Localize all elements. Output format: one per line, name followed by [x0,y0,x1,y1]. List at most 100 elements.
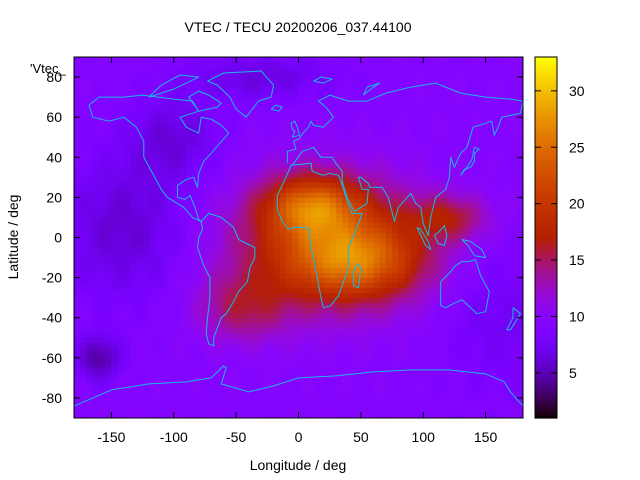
heatmap-cell [192,192,200,198]
heatmap-cell [242,372,250,379]
heatmap-cell [385,312,393,319]
heatmap-cell [204,107,212,113]
heatmap-cell [498,352,505,359]
heatmap-cell [217,307,225,314]
heatmap-cell [329,212,337,218]
heatmap-cell [161,92,168,98]
heatmap-cell [180,77,187,83]
heatmap-cell [192,312,200,319]
heatmap-cell [435,227,443,233]
heatmap-cell [86,377,94,384]
heatmap-cell [323,407,331,414]
heatmap-cell [192,407,200,414]
heatmap-cell [286,207,293,213]
heatmap-cell [410,347,418,354]
heatmap-cell [161,242,168,248]
heatmap-cell [460,102,468,108]
heatmap-cell [329,272,337,279]
heatmap-cell [286,287,293,294]
heatmap-cell [204,147,212,153]
heatmap-cell [485,257,493,263]
heatmap-cell [473,212,480,218]
heatmap-cell [466,87,474,93]
heatmap-cell [392,377,399,384]
heatmap-cell [373,182,380,188]
heatmap-cell [466,212,474,218]
heatmap-cell [98,142,106,148]
heatmap-cell [267,392,274,399]
heatmap-cell [236,197,243,203]
heatmap-cell [204,362,212,369]
heatmap-cell [229,402,237,409]
heatmap-cell [155,142,162,148]
heatmap-cell [398,407,405,414]
heatmap-cell [167,267,175,273]
heatmap-cell [310,237,318,243]
heatmap-cell [310,172,318,178]
heatmap-cell [117,82,125,88]
heatmap-cell [460,302,468,309]
heatmap-cell [354,407,362,414]
heatmap-cell [192,232,200,238]
heatmap-cell [329,367,337,374]
heatmap-cell [454,397,462,404]
heatmap-cell [410,97,418,103]
heatmap-cell [304,227,312,233]
heatmap-cell [130,247,137,253]
heatmap-cell [98,402,106,409]
heatmap-cell [379,287,387,294]
heatmap-cell [229,152,237,158]
heatmap-cell [186,77,193,83]
heatmap-cell [379,257,387,263]
heatmap-cell [261,207,268,213]
heatmap-cell [279,297,287,304]
heatmap-cell [516,272,523,279]
heatmap-cell [416,177,424,183]
heatmap-cell [448,342,455,349]
heatmap-cell [180,282,187,289]
heatmap-cell [398,222,405,228]
heatmap-cell [454,382,462,389]
heatmap-cell [360,357,368,364]
heatmap-cell [167,377,175,384]
heatmap-cell [130,267,137,273]
heatmap-cell [367,132,374,138]
heatmap-cell [491,232,499,238]
heatmap-cell [80,207,87,213]
heatmap-cell [441,347,449,354]
heatmap-cell [466,332,474,339]
heatmap-cell [416,292,424,299]
heatmap-cell [267,287,274,294]
heatmap-cell [435,177,443,183]
heatmap-cell [92,157,100,163]
heatmap-cell [385,122,393,128]
heatmap-cell [410,372,418,379]
heatmap-cell [504,317,511,324]
heatmap-cell [142,67,150,73]
heatmap-cell [198,202,206,208]
heatmap-cell [435,317,443,324]
heatmap-cell [317,257,324,263]
heatmap-cell [392,132,399,138]
heatmap-cell [142,122,150,128]
heatmap-cell [441,137,449,143]
heatmap-cell [410,82,418,88]
heatmap-cell [292,237,299,243]
heatmap-cell [310,252,318,258]
heatmap-cell [354,372,362,379]
heatmap-cell [373,272,380,279]
heatmap-cell [435,182,443,188]
heatmap-cell [416,247,424,253]
heatmap-cell [460,242,468,248]
heatmap-cell [98,132,106,138]
heatmap-cell [435,332,443,339]
heatmap-cell [105,217,112,223]
heatmap-cell [173,167,181,173]
heatmap-cell [485,157,493,163]
heatmap-cell [485,392,493,399]
heatmap-cell [142,132,150,138]
heatmap-cell [310,387,318,394]
heatmap-cell [267,292,274,299]
heatmap-cell [435,352,443,359]
heatmap-cell [410,352,418,359]
